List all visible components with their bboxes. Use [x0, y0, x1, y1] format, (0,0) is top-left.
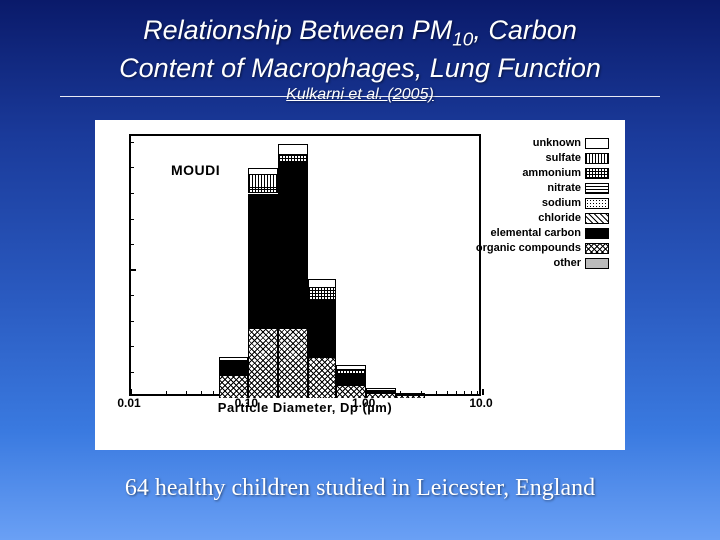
- bar-segment: [219, 375, 249, 398]
- legend: unknown sulfate ammonium nitrate sodium chlor…: [487, 136, 609, 271]
- x-tick-label: 1.00: [352, 396, 375, 410]
- legend-row: elemental carbon: [487, 226, 609, 240]
- bar-segment: [278, 162, 307, 328]
- bar-segment: [366, 390, 396, 393]
- bar-segment: [248, 194, 278, 328]
- bar-segment: [219, 357, 249, 360]
- legend-label: sodium: [542, 197, 581, 209]
- title-line2: Content of Macrophages, Lung Function: [119, 53, 601, 83]
- x-axis-label: Particle Diameter, Dp (µm): [129, 400, 481, 415]
- legend-label: chloride: [538, 212, 581, 224]
- legend-row: sodium: [487, 196, 609, 210]
- bar-segment: [278, 154, 307, 162]
- legend-swatch: [585, 213, 609, 224]
- plot-area: MOUDI: [129, 134, 481, 396]
- chart-container: MOUDI Particle Diameter, Dp (µm) unknown…: [95, 120, 625, 450]
- bar-segment: [336, 369, 366, 374]
- legend-label: unknown: [533, 137, 581, 149]
- legend-swatch: [585, 183, 609, 194]
- legend-label: other: [554, 257, 582, 269]
- bar-segment: [278, 144, 307, 154]
- bar-segment: [308, 287, 337, 300]
- legend-swatch: [585, 168, 609, 179]
- bar-segment: [336, 365, 366, 369]
- bar-segment: [308, 279, 337, 287]
- legend-row: unknown: [487, 136, 609, 150]
- bar-segment: [366, 388, 396, 391]
- legend-label: elemental carbon: [491, 227, 581, 239]
- slide-caption: 64 healthy children studied in Leicester…: [0, 475, 720, 502]
- citation-text: Kulkarni et al. (2005): [0, 86, 720, 104]
- legend-row: nitrate: [487, 181, 609, 195]
- bar-segment: [396, 393, 425, 396]
- bar-segment: [248, 187, 278, 193]
- legend-swatch: [585, 138, 609, 149]
- bar-segment: [308, 357, 337, 398]
- bar-segment: [219, 360, 249, 363]
- title-line1b: , Carbon: [473, 15, 577, 45]
- legend-swatch: [585, 153, 609, 164]
- legend-label: nitrate: [547, 182, 581, 194]
- legend-swatch: [585, 198, 609, 209]
- legend-swatch: [585, 258, 609, 269]
- bar-segment: [248, 168, 278, 174]
- bar-segment: [396, 395, 425, 398]
- x-tick-label: 0.01: [117, 396, 140, 410]
- legend-label: ammonium: [522, 167, 581, 179]
- legend-row: organic compounds: [487, 241, 609, 255]
- bar-segment: [248, 328, 278, 398]
- legend-label: organic compounds: [476, 242, 581, 254]
- legend-swatch: [585, 228, 609, 239]
- legend-row: ammonium: [487, 166, 609, 180]
- legend-row: chloride: [487, 211, 609, 225]
- chart-inner: MOUDI Particle Diameter, Dp (µm) unknown…: [129, 134, 609, 424]
- title-line1a: Relationship Between PM: [143, 15, 452, 45]
- slide-title: Relationship Between PM10, Carbon Conten…: [0, 14, 720, 84]
- bar-segment: [219, 362, 249, 375]
- legend-row: sulfate: [487, 151, 609, 165]
- bar-segment: [308, 300, 337, 358]
- title-sub: 10: [452, 29, 473, 50]
- x-tick-label: 0.10: [235, 396, 258, 410]
- bar-segment: [336, 374, 366, 386]
- legend-row: other: [487, 256, 609, 270]
- legend-swatch: [585, 243, 609, 254]
- moudi-label: MOUDI: [171, 162, 220, 178]
- bar-segment: [248, 174, 278, 187]
- x-tick-label: 10.0: [469, 396, 492, 410]
- legend-label: sulfate: [546, 152, 581, 164]
- bar-segment: [278, 328, 307, 398]
